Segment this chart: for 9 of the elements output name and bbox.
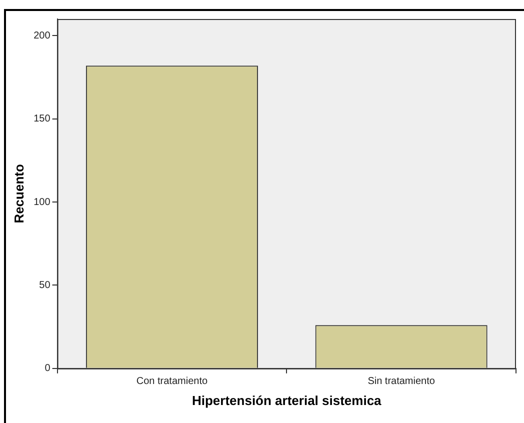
x-tick-label: Con tratamiento xyxy=(136,376,208,388)
y-axis-title: Recuento xyxy=(11,164,26,224)
y-tick-label: 100 xyxy=(34,196,51,208)
y-tick-label: 150 xyxy=(34,114,51,125)
x-tick-label: Sin tratamiento xyxy=(368,376,436,388)
y-tick-label: 0 xyxy=(44,363,51,374)
y-tick-label: 50 xyxy=(39,280,51,291)
x-axis-title: Hipertensión arterial sistemica xyxy=(192,392,382,408)
y-tick-label: 200 xyxy=(34,30,51,42)
